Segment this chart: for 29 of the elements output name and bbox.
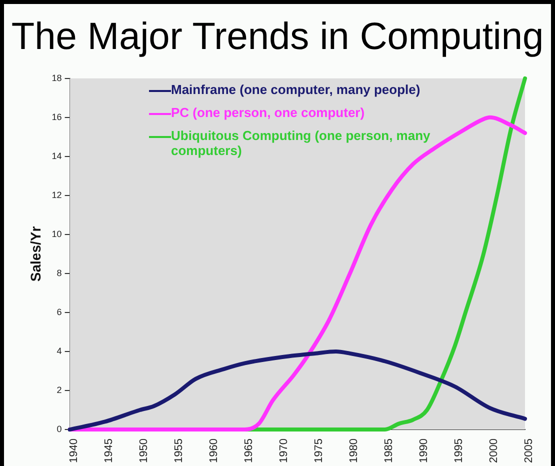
y-tick-label: 6 [56, 306, 62, 317]
x-tick-label: 1970 [278, 438, 290, 464]
x-tick-label: 1995 [453, 438, 465, 464]
y-tick-label: 12 [52, 190, 62, 200]
x-tick-label: 1940 [68, 438, 80, 464]
y-tick-label: 0 [56, 424, 62, 434]
x-tick-label: 1960 [208, 438, 220, 464]
y-tick-label: 2 [56, 385, 62, 395]
x-tick-label: 1975 [312, 438, 325, 464]
x-tick-label: 1990 [418, 438, 430, 464]
x-tick-label: 2000 [488, 438, 500, 464]
y-tick-label: 8 [56, 268, 62, 278]
legend-label: Mainframe (one computer, many people) [171, 82, 422, 97]
legend-label: PC (one person, one computer) [171, 105, 366, 120]
y-axis-title: Sales/Yr [27, 226, 44, 282]
y-tick-label: 16 [52, 112, 62, 122]
x-tick-label: 1965 [242, 438, 255, 464]
y-tick-label: 14 [52, 150, 62, 161]
x-tick-label: 1950 [138, 438, 150, 464]
x-tick-label: 1955 [172, 438, 185, 464]
x-tick-label: 1945 [102, 438, 115, 464]
y-tick-label: 4 [56, 346, 62, 356]
legend-label: Ubiquitous Computing (one person, many computers) [171, 128, 432, 158]
chart-title: The Major Trends in Computing [10, 15, 545, 60]
x-tick-label: 1980 [348, 438, 360, 464]
x-tick-label: 2005 [523, 438, 536, 464]
y-tick-label: 10 [52, 228, 62, 239]
x-tick-label: 1985 [382, 438, 395, 464]
y-tick-label: 18 [52, 72, 62, 83]
